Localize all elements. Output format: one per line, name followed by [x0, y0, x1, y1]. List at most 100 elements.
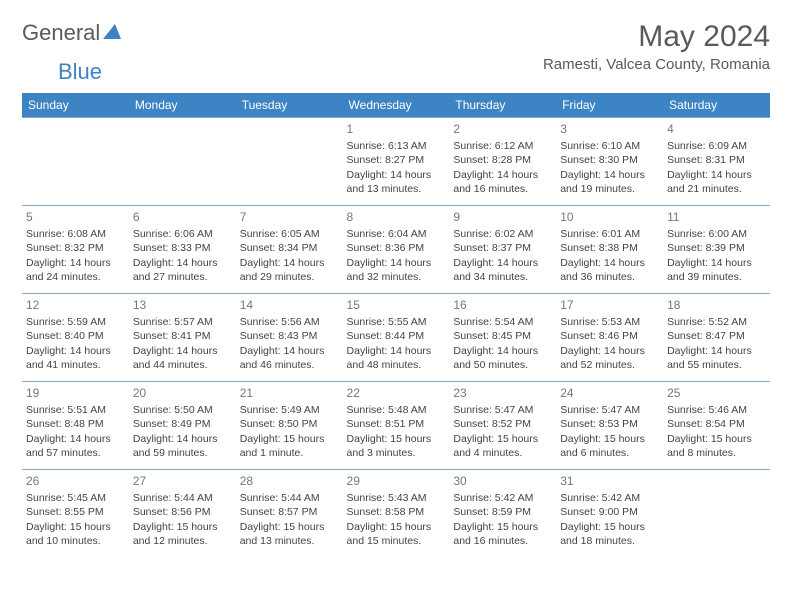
sunset-line: Sunset: 8:45 PM: [453, 329, 552, 343]
day-number: 14: [240, 297, 339, 313]
calendar-week-row: 1Sunrise: 6:13 AMSunset: 8:27 PMDaylight…: [22, 118, 770, 206]
daylight-line-2: and 24 minutes.: [26, 270, 125, 284]
calendar-week-row: 12Sunrise: 5:59 AMSunset: 8:40 PMDayligh…: [22, 294, 770, 382]
daylight-line-2: and 41 minutes.: [26, 358, 125, 372]
daylight-line-1: Daylight: 14 hours: [560, 168, 659, 182]
brand-logo: General: [22, 20, 124, 46]
daylight-line-1: Daylight: 14 hours: [560, 344, 659, 358]
calendar-day-cell: 24Sunrise: 5:47 AMSunset: 8:53 PMDayligh…: [556, 382, 663, 470]
sunrise-line: Sunrise: 5:44 AM: [240, 491, 339, 505]
daylight-line-1: Daylight: 14 hours: [133, 256, 232, 270]
daylight-line-1: Daylight: 15 hours: [347, 432, 446, 446]
weekday-header: Saturday: [663, 93, 770, 118]
daylight-line-1: Daylight: 15 hours: [560, 432, 659, 446]
day-number: 1: [347, 121, 446, 137]
daylight-line-2: and 29 minutes.: [240, 270, 339, 284]
weekday-header: Thursday: [449, 93, 556, 118]
sunrise-line: Sunrise: 6:08 AM: [26, 227, 125, 241]
calendar-week-row: 19Sunrise: 5:51 AMSunset: 8:48 PMDayligh…: [22, 382, 770, 470]
calendar-week-row: 5Sunrise: 6:08 AMSunset: 8:32 PMDaylight…: [22, 206, 770, 294]
daylight-line-2: and 18 minutes.: [560, 534, 659, 548]
daylight-line-1: Daylight: 14 hours: [26, 256, 125, 270]
daylight-line-2: and 13 minutes.: [347, 182, 446, 196]
day-number: 29: [347, 473, 446, 489]
sunset-line: Sunset: 8:52 PM: [453, 417, 552, 431]
calendar-day-cell: [663, 470, 770, 558]
daylight-line-2: and 21 minutes.: [667, 182, 766, 196]
daylight-line-2: and 10 minutes.: [26, 534, 125, 548]
calendar-day-cell: 30Sunrise: 5:42 AMSunset: 8:59 PMDayligh…: [449, 470, 556, 558]
calendar-day-cell: 26Sunrise: 5:45 AMSunset: 8:55 PMDayligh…: [22, 470, 129, 558]
calendar-day-cell: 5Sunrise: 6:08 AMSunset: 8:32 PMDaylight…: [22, 206, 129, 294]
calendar-day-cell: 18Sunrise: 5:52 AMSunset: 8:47 PMDayligh…: [663, 294, 770, 382]
daylight-line-1: Daylight: 14 hours: [347, 168, 446, 182]
weekday-header: Wednesday: [343, 93, 450, 118]
sunrise-line: Sunrise: 5:51 AM: [26, 403, 125, 417]
day-number: 6: [133, 209, 232, 225]
calendar-body: 1Sunrise: 6:13 AMSunset: 8:27 PMDaylight…: [22, 118, 770, 558]
sunrise-line: Sunrise: 5:56 AM: [240, 315, 339, 329]
sunrise-line: Sunrise: 5:50 AM: [133, 403, 232, 417]
calendar-table: SundayMondayTuesdayWednesdayThursdayFrid…: [22, 93, 770, 558]
daylight-line-2: and 46 minutes.: [240, 358, 339, 372]
location-text: Ramesti, Valcea County, Romania: [543, 56, 770, 73]
calendar-day-cell: 27Sunrise: 5:44 AMSunset: 8:56 PMDayligh…: [129, 470, 236, 558]
daylight-line-2: and 55 minutes.: [667, 358, 766, 372]
logo-text-blue: Blue: [58, 59, 102, 84]
calendar-day-cell: 10Sunrise: 6:01 AMSunset: 8:38 PMDayligh…: [556, 206, 663, 294]
calendar-day-cell: 3Sunrise: 6:10 AMSunset: 8:30 PMDaylight…: [556, 118, 663, 206]
sunset-line: Sunset: 8:51 PM: [347, 417, 446, 431]
sunset-line: Sunset: 8:59 PM: [453, 505, 552, 519]
sunrise-line: Sunrise: 6:01 AM: [560, 227, 659, 241]
calendar-day-cell: 6Sunrise: 6:06 AMSunset: 8:33 PMDaylight…: [129, 206, 236, 294]
daylight-line-2: and 1 minute.: [240, 446, 339, 460]
daylight-line-2: and 32 minutes.: [347, 270, 446, 284]
sunset-line: Sunset: 8:36 PM: [347, 241, 446, 255]
day-number: 11: [667, 209, 766, 225]
sunset-line: Sunset: 8:30 PM: [560, 153, 659, 167]
day-number: 16: [453, 297, 552, 313]
sunset-line: Sunset: 8:34 PM: [240, 241, 339, 255]
daylight-line-2: and 4 minutes.: [453, 446, 552, 460]
day-number: 3: [560, 121, 659, 137]
day-number: 20: [133, 385, 232, 401]
sunset-line: Sunset: 9:00 PM: [560, 505, 659, 519]
sunrise-line: Sunrise: 6:02 AM: [453, 227, 552, 241]
daylight-line-2: and 57 minutes.: [26, 446, 125, 460]
calendar-day-cell: 9Sunrise: 6:02 AMSunset: 8:37 PMDaylight…: [449, 206, 556, 294]
daylight-line-1: Daylight: 15 hours: [133, 520, 232, 534]
sunrise-line: Sunrise: 6:09 AM: [667, 139, 766, 153]
sunrise-line: Sunrise: 5:49 AM: [240, 403, 339, 417]
daylight-line-1: Daylight: 14 hours: [240, 256, 339, 270]
logo-text-general: General: [22, 20, 100, 46]
logo-sail-icon: [102, 22, 122, 45]
sunset-line: Sunset: 8:55 PM: [26, 505, 125, 519]
sunrise-line: Sunrise: 5:43 AM: [347, 491, 446, 505]
daylight-line-1: Daylight: 14 hours: [560, 256, 659, 270]
sunrise-line: Sunrise: 5:59 AM: [26, 315, 125, 329]
daylight-line-1: Daylight: 14 hours: [133, 432, 232, 446]
daylight-line-1: Daylight: 14 hours: [453, 168, 552, 182]
daylight-line-1: Daylight: 14 hours: [667, 256, 766, 270]
day-number: 25: [667, 385, 766, 401]
calendar-day-cell: 11Sunrise: 6:00 AMSunset: 8:39 PMDayligh…: [663, 206, 770, 294]
calendar-day-cell: 16Sunrise: 5:54 AMSunset: 8:45 PMDayligh…: [449, 294, 556, 382]
calendar-day-cell: 29Sunrise: 5:43 AMSunset: 8:58 PMDayligh…: [343, 470, 450, 558]
daylight-line-2: and 13 minutes.: [240, 534, 339, 548]
day-number: 10: [560, 209, 659, 225]
calendar-day-cell: 28Sunrise: 5:44 AMSunset: 8:57 PMDayligh…: [236, 470, 343, 558]
daylight-line-1: Daylight: 15 hours: [453, 520, 552, 534]
sunset-line: Sunset: 8:44 PM: [347, 329, 446, 343]
daylight-line-2: and 59 minutes.: [133, 446, 232, 460]
sunrise-line: Sunrise: 6:04 AM: [347, 227, 446, 241]
calendar-day-cell: 17Sunrise: 5:53 AMSunset: 8:46 PMDayligh…: [556, 294, 663, 382]
sunset-line: Sunset: 8:46 PM: [560, 329, 659, 343]
daylight-line-1: Daylight: 15 hours: [240, 520, 339, 534]
sunset-line: Sunset: 8:49 PM: [133, 417, 232, 431]
sunset-line: Sunset: 8:39 PM: [667, 241, 766, 255]
daylight-line-2: and 44 minutes.: [133, 358, 232, 372]
daylight-line-2: and 12 minutes.: [133, 534, 232, 548]
day-number: 28: [240, 473, 339, 489]
weekday-header: Sunday: [22, 93, 129, 118]
daylight-line-2: and 52 minutes.: [560, 358, 659, 372]
